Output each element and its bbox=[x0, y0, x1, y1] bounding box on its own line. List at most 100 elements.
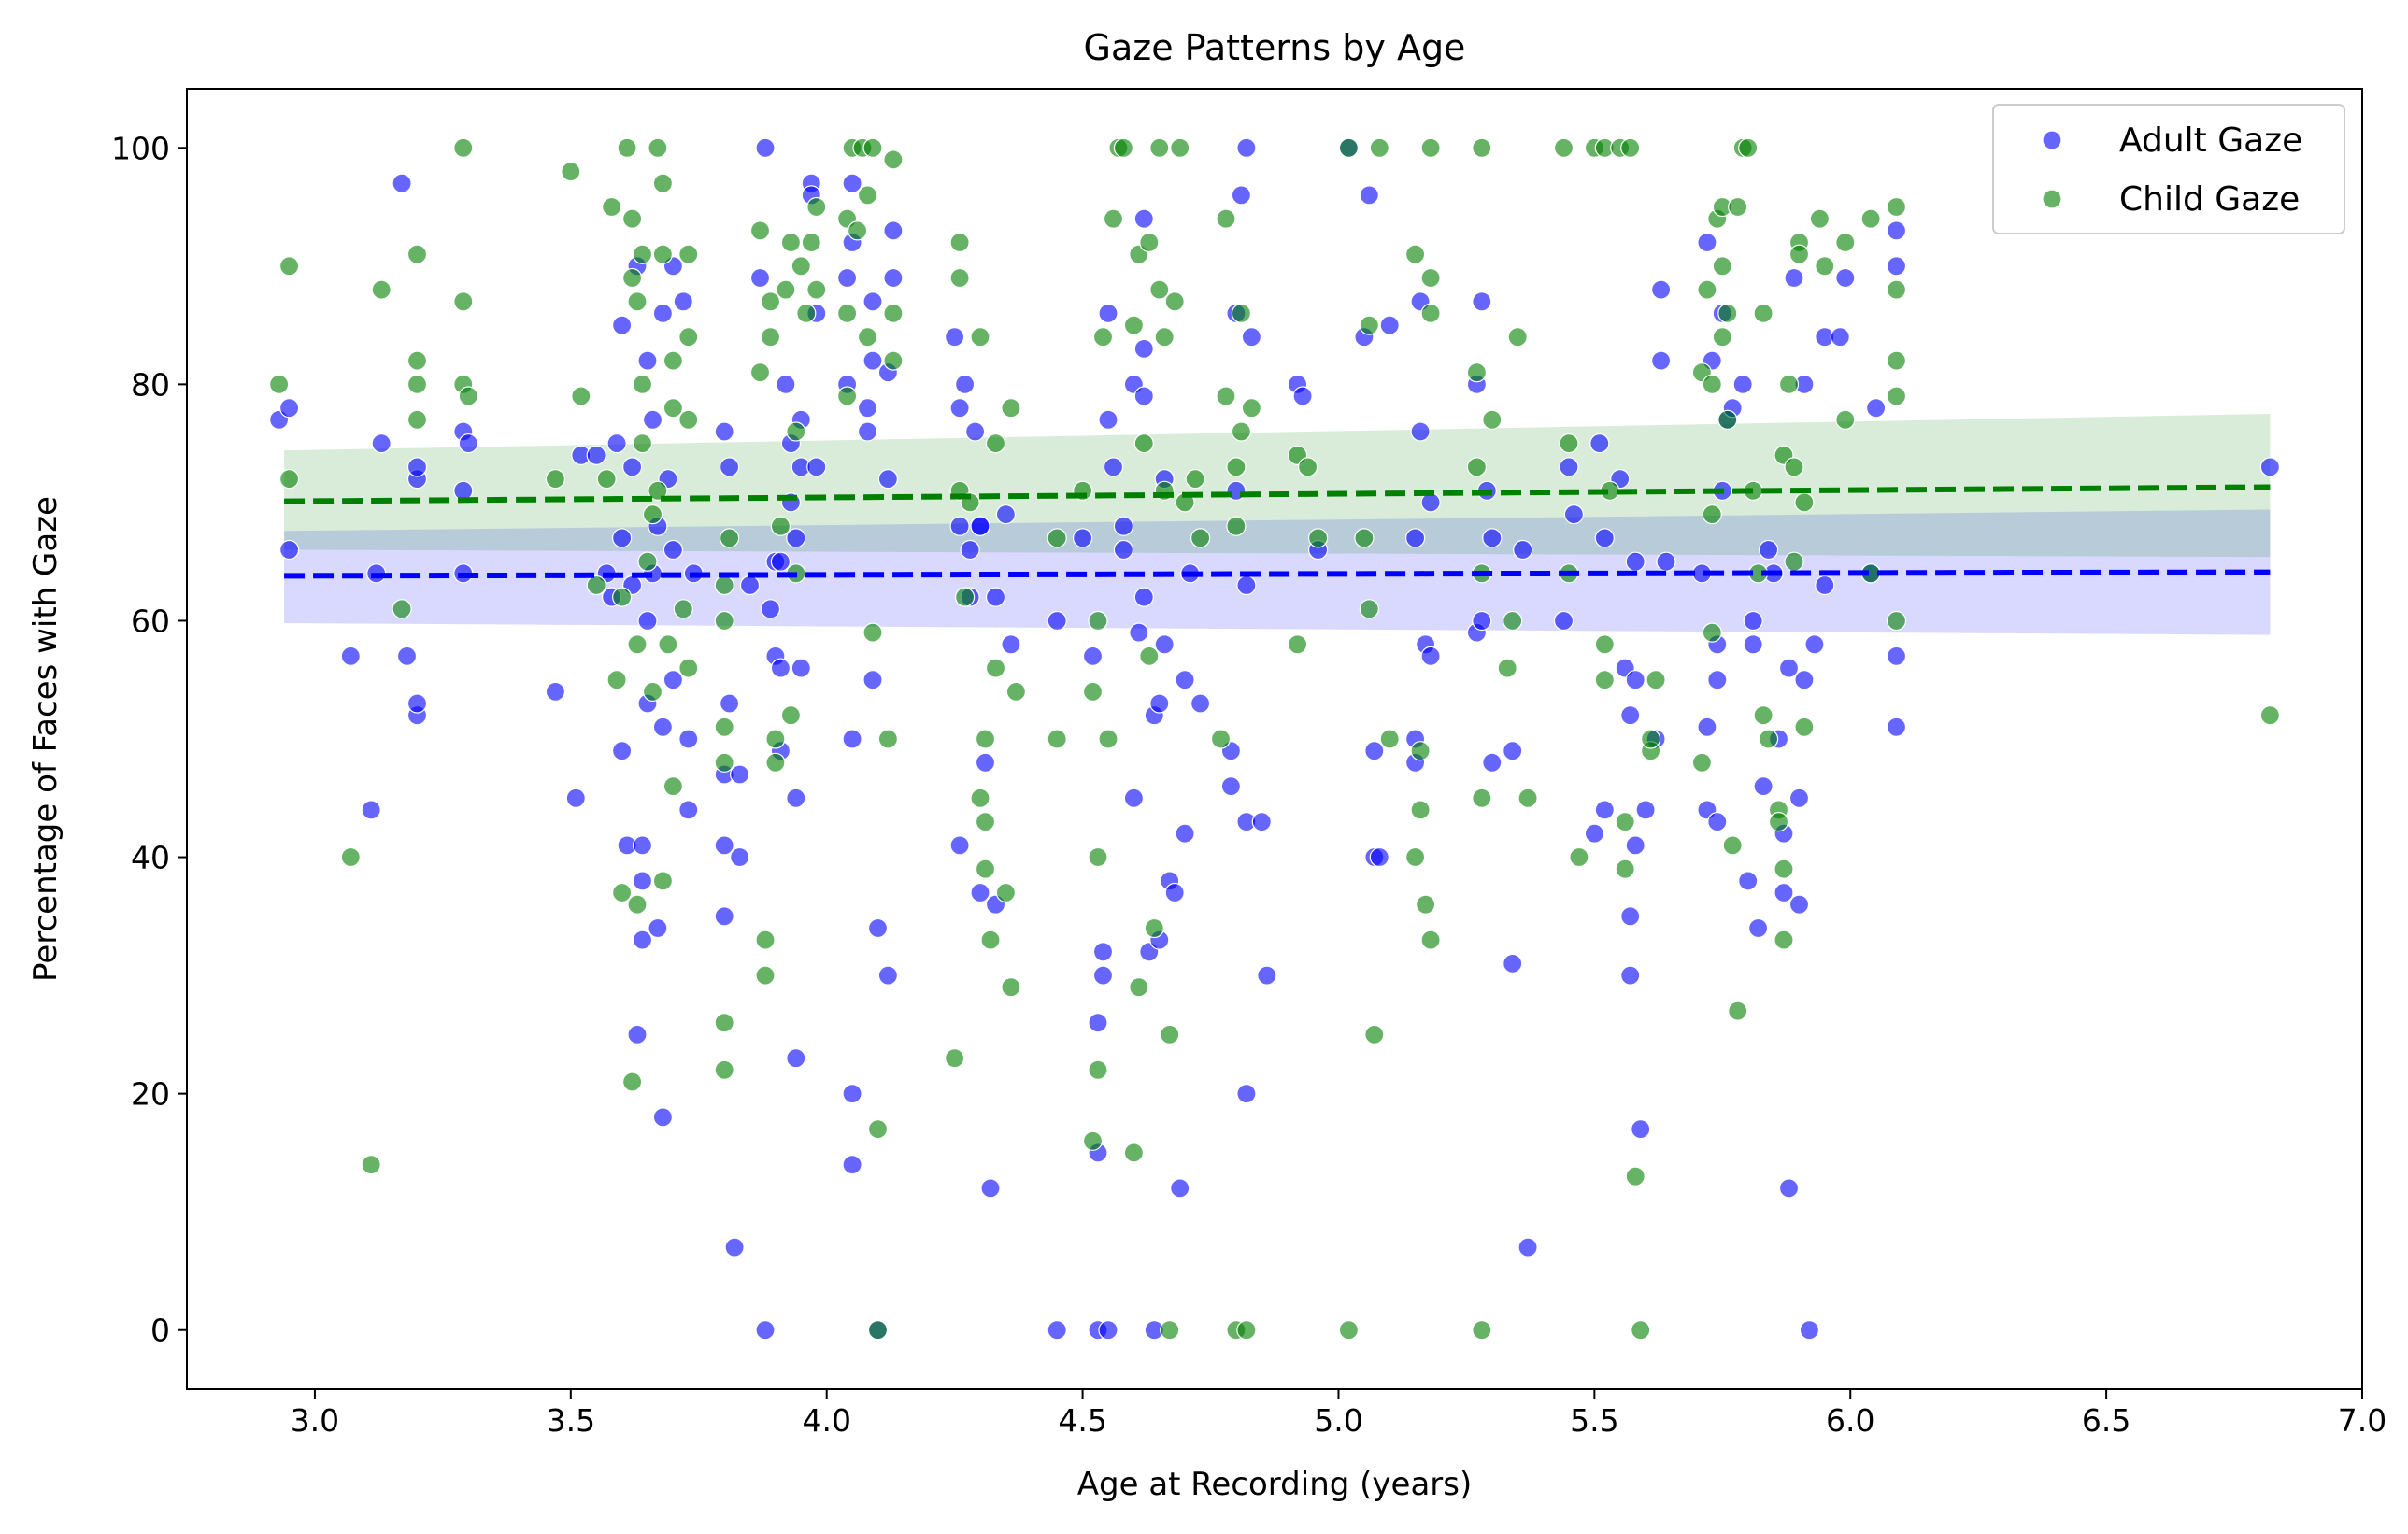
data-point-child-gaze bbox=[453, 291, 474, 312]
data-point-child-gaze bbox=[371, 279, 392, 300]
data-point-child-gaze bbox=[714, 752, 734, 773]
data-point-child-gaze bbox=[1702, 504, 1722, 525]
data-point-child-gaze bbox=[1082, 681, 1104, 703]
data-point-child-gaze bbox=[780, 705, 802, 726]
data-point-adult-gaze bbox=[392, 173, 412, 193]
data-point-child-gaze bbox=[714, 717, 734, 737]
data-point-child-gaze bbox=[678, 244, 699, 264]
data-point-adult-gaze bbox=[786, 788, 806, 808]
data-point-child-gaze bbox=[985, 658, 1006, 678]
data-point-child-gaze bbox=[1139, 232, 1160, 253]
data-point-child-gaze bbox=[1149, 137, 1170, 158]
data-point-child-gaze bbox=[406, 244, 428, 264]
data-point-adult-gaze bbox=[673, 291, 693, 312]
data-point-adult-gaze bbox=[857, 398, 878, 419]
data-point-adult-gaze bbox=[627, 1024, 648, 1045]
data-point-child-gaze bbox=[1005, 681, 1027, 703]
data-point-adult-gaze bbox=[776, 374, 796, 394]
data-point-adult-gaze bbox=[1503, 953, 1523, 974]
data-point-child-gaze bbox=[611, 587, 633, 607]
data-point-child-gaze bbox=[1815, 256, 1835, 277]
data-point-child-gaze bbox=[1507, 327, 1528, 348]
data-point-adult-gaze bbox=[970, 882, 990, 903]
data-point-adult-gaze bbox=[611, 315, 633, 335]
data-point-child-gaze bbox=[765, 752, 786, 773]
data-point-child-gaze bbox=[1497, 658, 1517, 678]
data-point-child-gaze bbox=[1144, 917, 1164, 939]
data-point-child-gaze bbox=[1886, 386, 1907, 406]
data-point-child-gaze bbox=[1886, 196, 1907, 218]
data-point-adult-gaze bbox=[1236, 575, 1257, 596]
data-point-child-gaze bbox=[877, 729, 899, 749]
data-point-child-gaze bbox=[791, 256, 811, 277]
data-point-child-gaze bbox=[637, 551, 658, 572]
data-point-adult-gaze bbox=[1835, 267, 1856, 289]
data-point-adult-gaze bbox=[545, 681, 566, 703]
data-point-adult-gaze bbox=[1164, 882, 1185, 903]
data-point-adult-gaze bbox=[1650, 279, 1672, 300]
data-point-adult-gaze bbox=[652, 303, 674, 323]
data-point-child-gaze bbox=[658, 634, 678, 655]
data-point-child-gaze bbox=[1231, 421, 1252, 442]
data-point-adult-gaze bbox=[1804, 634, 1825, 655]
data-point-child-gaze bbox=[1620, 137, 1641, 158]
data-point-adult-gaze bbox=[1732, 374, 1753, 394]
data-point-child-gaze bbox=[755, 930, 776, 950]
data-point-child-gaze bbox=[949, 232, 970, 253]
data-point-adult-gaze bbox=[1472, 291, 1492, 312]
data-point-child-gaze bbox=[678, 327, 699, 348]
data-point-child-gaze bbox=[1404, 244, 1426, 264]
trend-lines bbox=[284, 484, 2271, 579]
data-point-child-gaze bbox=[836, 386, 858, 406]
data-point-child-gaze bbox=[648, 480, 668, 501]
legend-label-adult-gaze: Adult Gaze bbox=[2119, 121, 2302, 160]
data-point-adult-gaze bbox=[1098, 1320, 1119, 1341]
data-point-adult-gaze bbox=[1635, 800, 1656, 820]
data-point-child-gaze bbox=[1794, 717, 1815, 737]
data-point-child-gaze bbox=[1129, 977, 1149, 998]
data-point-adult-gaze bbox=[1190, 693, 1211, 714]
data-point-adult-gaze bbox=[1175, 823, 1195, 844]
data-point-child-gaze bbox=[954, 587, 976, 607]
data-point-child-gaze bbox=[678, 409, 699, 430]
data-point-child-gaze bbox=[985, 433, 1006, 454]
data-point-child-gaze bbox=[857, 327, 878, 348]
data-point-adult-gaze bbox=[1656, 551, 1676, 572]
data-point-child-gaze bbox=[975, 811, 996, 832]
data-point-child-gaze bbox=[975, 859, 996, 879]
data-point-child-gaze bbox=[883, 149, 904, 170]
data-point-child-gaze bbox=[1354, 528, 1375, 548]
data-point-child-gaze bbox=[857, 185, 878, 206]
data-point-child-gaze bbox=[1753, 705, 1774, 726]
data-point-child-gaze bbox=[1185, 468, 1205, 490]
data-point-adult-gaze bbox=[1774, 882, 1794, 903]
data-point-child-gaze bbox=[1517, 788, 1538, 808]
chart-title: Gaze Patterns by Age bbox=[1084, 27, 1466, 68]
data-point-adult-gaze bbox=[842, 173, 862, 193]
data-point-child-gaze bbox=[361, 1154, 381, 1175]
data-point-adult-gaze bbox=[1047, 1320, 1067, 1341]
data-point-adult-gaze bbox=[1503, 741, 1523, 761]
data-point-child-gaze bbox=[1631, 1320, 1651, 1341]
data-point-child-gaze bbox=[970, 327, 990, 348]
data-point-child-gaze bbox=[1088, 846, 1108, 868]
data-point-child-gaze bbox=[1625, 1166, 1646, 1186]
data-point-adult-gaze bbox=[1001, 634, 1021, 655]
data-point-adult-gaze bbox=[985, 587, 1006, 607]
data-point-adult-gaze bbox=[1149, 693, 1170, 714]
data-point-adult-gaze bbox=[2259, 457, 2280, 477]
y-axis-label: Percentage of Faces with Gaze bbox=[27, 496, 64, 982]
data-point-adult-gaze bbox=[371, 433, 392, 454]
data-point-child-gaze bbox=[780, 232, 802, 253]
data-point-child-gaze bbox=[1778, 374, 1800, 394]
data-point-adult-gaze bbox=[1620, 705, 1641, 726]
data-point-adult-gaze bbox=[1625, 835, 1646, 856]
data-point-child-gaze bbox=[883, 350, 904, 371]
data-point-adult-gaze bbox=[1220, 775, 1242, 797]
data-point-child-gaze bbox=[796, 303, 817, 323]
data-point-child-gaze bbox=[1472, 788, 1492, 808]
data-point-adult-gaze bbox=[1359, 185, 1379, 206]
data-point-child-gaze bbox=[1082, 1130, 1104, 1151]
data-point-adult-gaze bbox=[340, 646, 361, 667]
data-point-child-gaze bbox=[786, 421, 806, 442]
